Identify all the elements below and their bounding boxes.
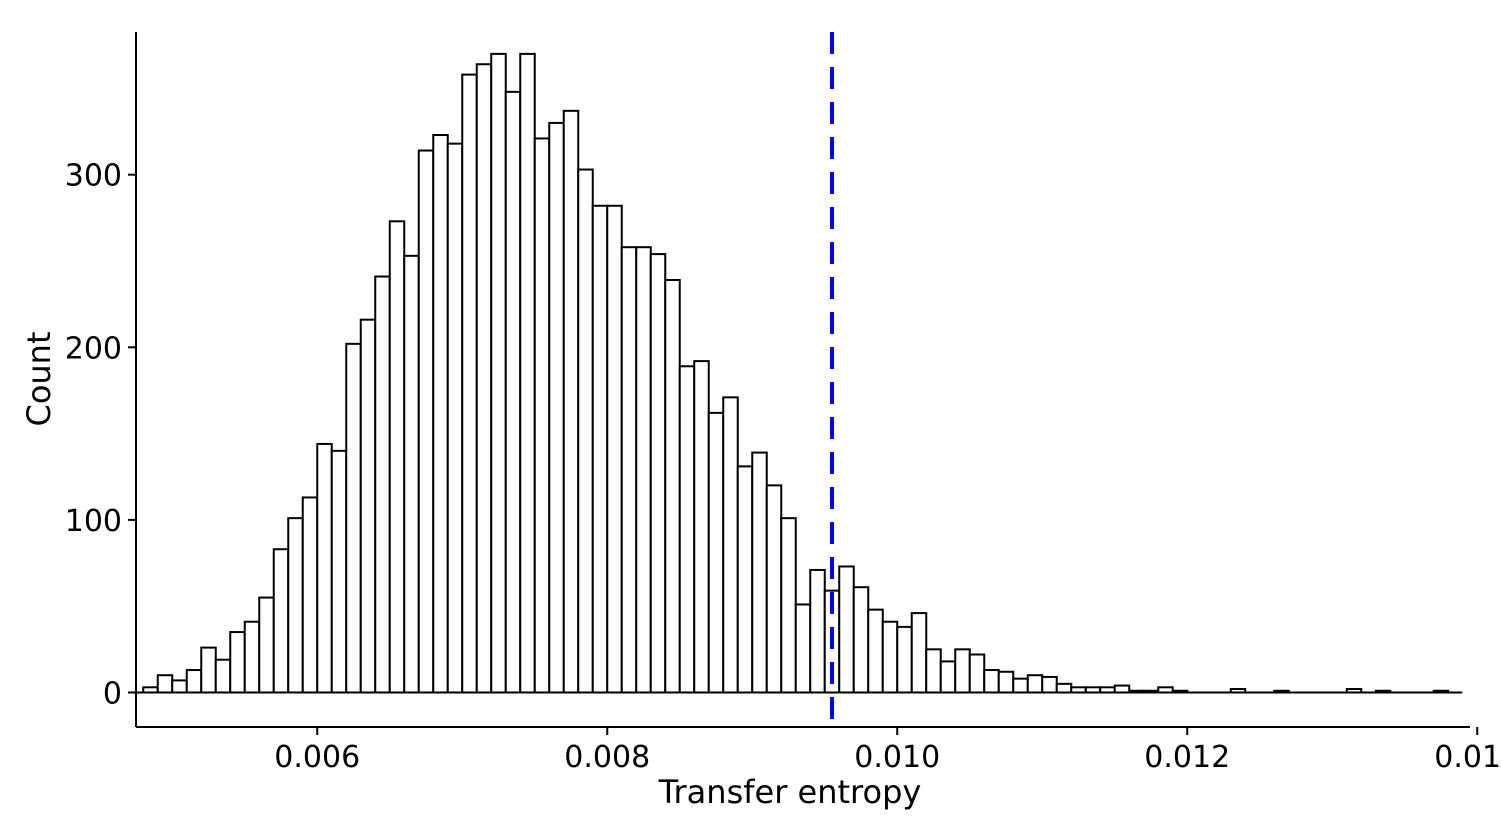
histogram-bar [649,253,667,694]
histogram-bar [678,365,696,694]
histogram-bar [287,517,304,694]
histogram-bar [374,275,391,694]
histogram-bar [214,658,232,694]
histogram-bar [388,220,406,694]
histogram-bar [301,496,319,694]
x-tick-label: 0.008 [564,740,650,775]
y-axis-title: Count [20,331,58,426]
x-tick-label: 0.006 [274,740,360,775]
histogram-bar [1026,674,1044,694]
histogram-bar [156,674,174,694]
histogram-bar [519,52,536,694]
histogram-bar [620,246,638,694]
y-tick-label: 300 [65,159,122,194]
histogram-bar [867,608,884,694]
histogram-bar [229,631,246,694]
histogram-bar [809,568,826,694]
histogram-bar [606,204,623,694]
y-tick-label: 200 [65,331,122,366]
histogram-bar [446,142,464,694]
histogram-bar [910,612,928,694]
histogram-bar [243,620,261,694]
histogram-bar [664,278,681,694]
histogram-bar [794,603,812,694]
histogram-bar [635,246,652,694]
histogram-bar [707,411,725,694]
histogram-bar [1012,677,1029,694]
histogram-bar [722,396,739,694]
histogram-bar [736,465,754,694]
histogram-bar [881,620,899,694]
histogram-bar [562,109,580,694]
histogram-bar [693,360,710,694]
histogram-bar [475,63,493,694]
histogram-bar [1113,684,1131,694]
histogram-bar [200,646,217,694]
histogram-bar [838,565,855,694]
x-tick-label: 0.012 [1144,740,1230,775]
histogram-bar [896,625,913,694]
histogram-bar [417,149,435,694]
y-tick-label: 0 [103,676,122,711]
histogram-bar [1055,682,1073,694]
histogram-bar [359,318,377,694]
histogram-bar [533,137,551,694]
x-tick-label: 0.014 [1434,740,1502,775]
histogram-bar [954,648,971,694]
histogram-bar [939,660,957,694]
y-axis-ticks: 0 100 200 300 [65,159,136,711]
x-axis-title: Transfer entropy [658,773,922,811]
histogram-bar [403,254,420,694]
histogram-bar [780,517,797,694]
histogram-bar [330,449,348,694]
histogram-bar [1041,675,1058,694]
histogram-bar [925,648,942,694]
histogram-bar [591,204,609,694]
histogram-bar [316,442,333,694]
histogram-bar [504,90,522,694]
histogram-bar [185,669,203,694]
histogram-bar [997,670,1015,694]
histogram-bar [345,342,362,694]
histogram-bar [852,586,870,694]
histogram-bar [548,121,565,694]
histogram-bar [272,548,290,694]
histogram-bar [258,596,275,694]
histogram-bar [751,451,768,694]
histogram-bar [171,679,188,694]
histogram-bar [968,653,986,694]
histogram-bar [765,484,783,694]
histogram-bar [983,669,1000,694]
histogram-bar [490,52,507,694]
histogram-bar [432,134,449,694]
histogram-bar [577,168,594,694]
x-axis-ticks: 0.006 0.008 0.010 0.012 0.014 [274,727,1502,775]
x-tick-label: 0.010 [854,740,940,775]
histogram-bar [461,73,478,694]
histogram-bars [142,52,1450,694]
y-tick-label: 100 [65,504,122,539]
